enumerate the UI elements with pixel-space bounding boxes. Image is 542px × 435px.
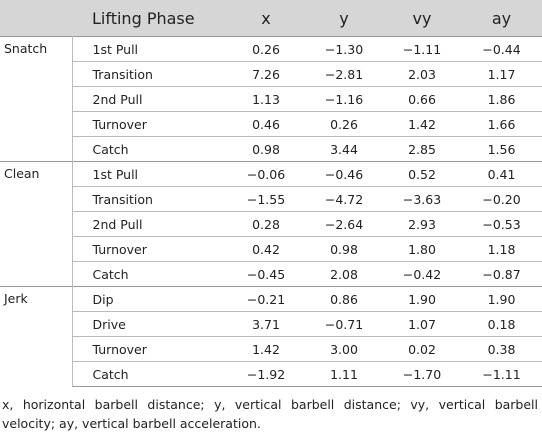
phase-cell: 1st Pull xyxy=(72,161,227,187)
phase-cell: Catch xyxy=(72,136,227,162)
value-cell: 1.42 xyxy=(383,111,461,137)
value-cell: 3.44 xyxy=(305,136,383,162)
phase-cell: Turnover xyxy=(72,111,227,137)
table-row: 2nd Pull 1.13 −1.16 0.66 1.86 xyxy=(0,86,542,112)
value-cell: 1.56 xyxy=(461,136,542,162)
phase-cell: Dip xyxy=(72,286,227,312)
value-cell: 0.28 xyxy=(227,211,305,237)
header-blank xyxy=(0,0,72,37)
table-row: Drive 3.71 −0.71 1.07 0.18 xyxy=(0,311,542,337)
header-row: Lifting Phase x y vy ay xyxy=(0,0,542,37)
value-cell: 0.66 xyxy=(383,86,461,112)
value-cell: 0.38 xyxy=(461,336,542,362)
value-cell: 0.52 xyxy=(383,161,461,187)
group-label: Snatch xyxy=(0,36,73,162)
value-cell: 1.90 xyxy=(461,286,542,312)
phase-cell: Drive xyxy=(72,311,227,337)
value-cell: 2.08 xyxy=(305,261,383,287)
value-cell: −3.63 xyxy=(383,186,461,212)
data-table: Lifting Phase x y vy ay Snatch 1st Pull 0.26 −1… xyxy=(0,0,542,387)
value-cell: 1.07 xyxy=(383,311,461,337)
value-cell: 7.26 xyxy=(227,61,305,87)
value-cell: 0.98 xyxy=(227,136,305,162)
group-label: Jerk xyxy=(0,286,73,387)
value-cell: −0.06 xyxy=(227,161,305,187)
value-cell: −0.87 xyxy=(461,261,542,287)
value-cell: −1.30 xyxy=(305,36,383,62)
value-cell: 1.42 xyxy=(227,336,305,362)
table-row: Turnover 0.46 0.26 1.42 1.66 xyxy=(0,111,542,137)
value-cell: 3.71 xyxy=(227,311,305,337)
value-cell: 0.86 xyxy=(305,286,383,312)
value-cell: 1.18 xyxy=(461,236,542,262)
table-row: Turnover 0.42 0.98 1.80 1.18 xyxy=(0,236,542,262)
value-cell: 0.46 xyxy=(227,111,305,137)
table-row: Jerk Dip −0.21 0.86 1.90 1.90 xyxy=(0,286,542,387)
value-cell: −0.46 xyxy=(305,161,383,187)
value-cell: 0.42 xyxy=(227,236,305,262)
table-row: Catch 0.98 3.44 2.85 1.56 xyxy=(0,136,542,162)
value-cell: −2.81 xyxy=(305,61,383,87)
value-cell: 0.26 xyxy=(305,111,383,137)
phase-cell: 2nd Pull xyxy=(72,211,227,237)
value-cell: −0.20 xyxy=(461,186,542,212)
footnote: x, horizontal barbell distance; y, verti… xyxy=(2,397,538,431)
value-cell: −2.64 xyxy=(305,211,383,237)
column-header: vy xyxy=(383,0,461,37)
phase-cell: 2nd Pull xyxy=(72,86,227,112)
phase-cell: Transition xyxy=(72,61,227,87)
value-cell: 1.66 xyxy=(461,111,542,137)
value-cell: −0.45 xyxy=(227,261,305,287)
table-row: Snatch 1st Pull 0.26 −1.30 −1.11 −0.44 xyxy=(0,36,542,162)
table-row: 2nd Pull 0.28 −2.64 2.93 −0.53 xyxy=(0,211,542,237)
value-cell: −1.16 xyxy=(305,86,383,112)
value-cell: 0.18 xyxy=(461,311,542,337)
value-cell: −0.53 xyxy=(461,211,542,237)
value-cell: 2.93 xyxy=(383,211,461,237)
table-row: Catch −1.92 1.11 −1.70 −1.11 xyxy=(0,361,542,387)
table-row: Catch −0.45 2.08 −0.42 −0.87 xyxy=(0,261,542,287)
value-cell: 0.26 xyxy=(227,36,305,62)
value-cell: −4.72 xyxy=(305,186,383,212)
column-header: ay xyxy=(461,0,542,37)
value-cell: 0.98 xyxy=(305,236,383,262)
value-cell: −1.11 xyxy=(383,36,461,62)
table-row: Turnover 1.42 3.00 0.02 0.38 xyxy=(0,336,542,362)
phase-cell: Turnover xyxy=(72,236,227,262)
phase-cell: Turnover xyxy=(72,336,227,362)
column-header: x xyxy=(227,0,305,37)
phase-cell: Transition xyxy=(72,186,227,212)
value-cell: 0.02 xyxy=(383,336,461,362)
value-cell: 1.17 xyxy=(461,61,542,87)
value-cell: 3.00 xyxy=(305,336,383,362)
value-cell: −0.21 xyxy=(227,286,305,312)
value-cell: 1.90 xyxy=(383,286,461,312)
phase-cell: Catch xyxy=(72,361,227,387)
value-cell: −0.71 xyxy=(305,311,383,337)
value-cell: −0.42 xyxy=(383,261,461,287)
value-cell: −1.92 xyxy=(227,361,305,387)
value-cell: 2.85 xyxy=(383,136,461,162)
value-cell: −1.11 xyxy=(461,361,542,387)
phase-cell: 1st Pull xyxy=(72,36,227,62)
column-header: Lifting Phase xyxy=(72,0,227,37)
table-row: Transition −1.55 −4.72 −3.63 −0.20 xyxy=(0,186,542,212)
table-row: Transition 7.26 −2.81 2.03 1.17 xyxy=(0,61,542,87)
value-cell: −1.55 xyxy=(227,186,305,212)
value-cell: 0.41 xyxy=(461,161,542,187)
phase-cell: Catch xyxy=(72,261,227,287)
value-cell: 1.80 xyxy=(383,236,461,262)
value-cell: 2.03 xyxy=(383,61,461,87)
value-cell: −1.70 xyxy=(383,361,461,387)
table-row: Clean 1st Pull −0.06 −0.46 0.52 0.41 xyxy=(0,161,542,287)
value-cell: 1.86 xyxy=(461,86,542,112)
value-cell: 1.11 xyxy=(305,361,383,387)
value-cell: 1.13 xyxy=(227,86,305,112)
group-label: Clean xyxy=(0,161,73,287)
value-cell: −0.44 xyxy=(461,36,542,62)
table-body: Snatch 1st Pull 0.26 −1.30 −1.11 −0.44 Transit… xyxy=(0,36,542,387)
column-header: y xyxy=(305,0,383,37)
